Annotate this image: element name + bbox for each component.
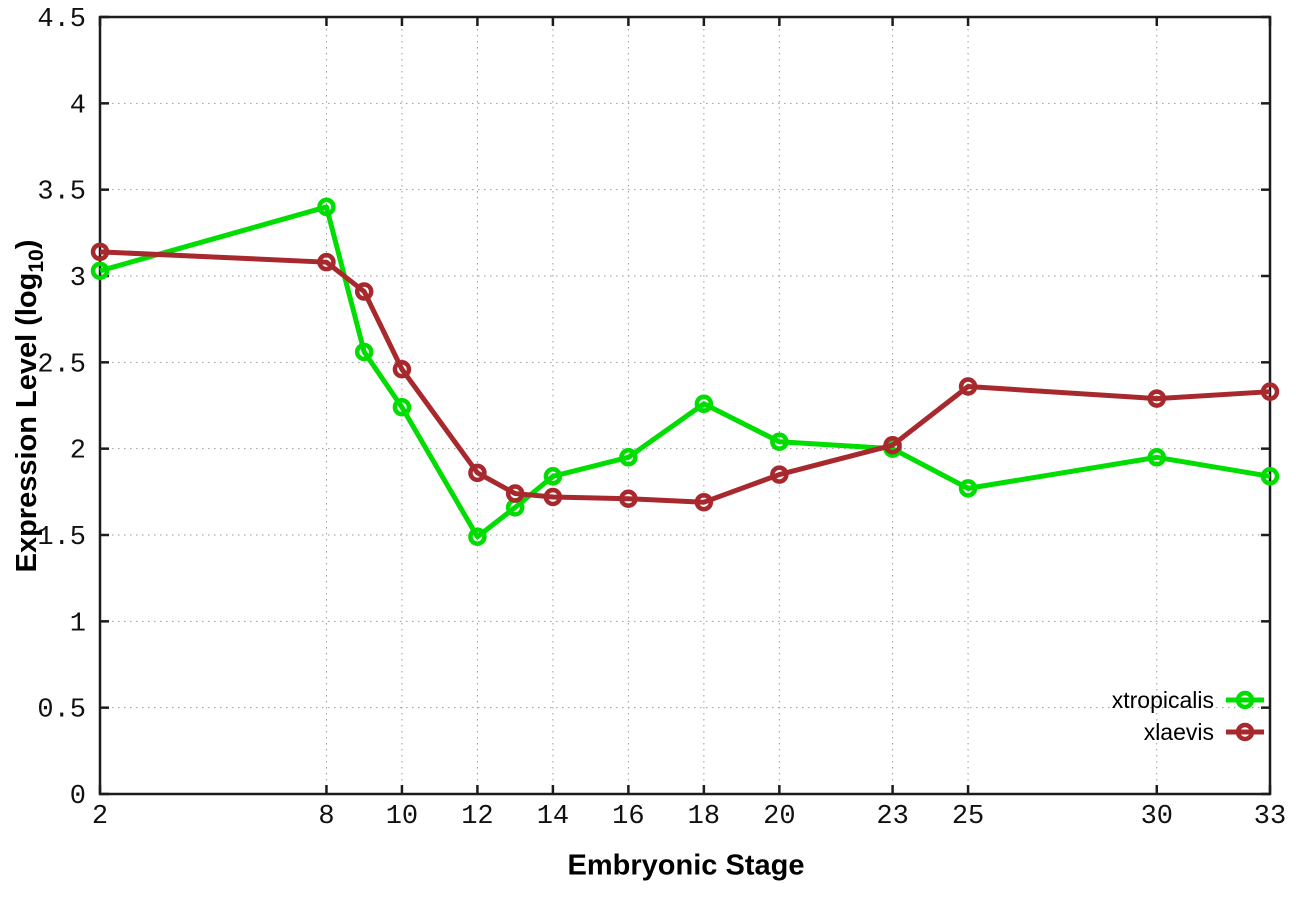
data-point-xlaevis — [958, 377, 978, 396]
legend-marker-xlaevis — [1226, 722, 1264, 742]
legend: xtropicalis xlaevis — [1112, 686, 1266, 746]
data-point-xtropicalis — [1260, 467, 1280, 486]
data-point-xlaevis — [694, 492, 714, 512]
data-point-xlaevis — [543, 487, 563, 507]
legend-label-xtropicalis: xtropicalis — [1111, 686, 1214, 713]
y-tick-label: 2.5 — [37, 350, 86, 380]
x-tick-label: 30 — [1141, 802, 1173, 832]
y-tick-label: 1.5 — [37, 523, 86, 553]
y-axis-title: Expression Level (log10) — [11, 240, 49, 573]
series-line-xtropicalis — [99, 204, 1271, 540]
data-point-xtropicalis — [392, 397, 412, 417]
data-point-xlaevis — [770, 465, 789, 484]
legend-label-xlaevis: xlaevis — [1143, 718, 1214, 745]
data-point-xlaevis — [468, 463, 487, 483]
data-point-xlaevis — [1147, 389, 1167, 408]
y-tick-label: 2 — [70, 437, 86, 467]
x-tick-label: 18 — [688, 802, 720, 832]
data-point-xtropicalis — [1147, 448, 1167, 467]
data-point-xtropicalis — [468, 527, 487, 546]
data-point-xtropicalis — [694, 394, 714, 414]
x-tick-label: 2 — [92, 802, 108, 832]
data-point-xlaevis — [354, 282, 374, 301]
data-point-xlaevis — [505, 484, 525, 503]
y-tick-label: 4.5 — [37, 5, 86, 35]
legend-row-xtropicalis: xtropicalis — [1112, 686, 1266, 714]
x-tick-label: 12 — [461, 802, 493, 832]
x-tick-label: 10 — [386, 802, 418, 832]
series-line-xlaevis — [99, 249, 1271, 505]
y-tick-label: 3.5 — [37, 178, 86, 208]
plot-border — [98, 15, 1272, 796]
x-tick-label: 23 — [876, 802, 908, 832]
data-point-xlaevis — [317, 252, 336, 272]
data-point-xlaevis — [883, 435, 902, 455]
data-point-xtropicalis — [543, 467, 563, 486]
x-tick-label: 25 — [952, 802, 984, 832]
data-point-xtropicalis — [317, 197, 336, 217]
data-point-xtropicalis — [354, 342, 374, 362]
y-tick-label: 0.5 — [37, 696, 86, 726]
x-tick-label: 33 — [1254, 802, 1286, 832]
data-point-xtropicalis — [90, 261, 110, 281]
data-point-xlaevis — [90, 242, 110, 262]
y-tick-label: 1 — [70, 609, 86, 639]
data-point-xlaevis — [619, 489, 638, 508]
data-point-xtropicalis — [619, 448, 638, 467]
x-tick-label: 14 — [537, 802, 569, 832]
y-axis-title-subscript: 10 — [24, 249, 48, 273]
data-point-xtropicalis — [958, 479, 978, 498]
legend-row-xlaevis: xlaevis — [1112, 718, 1266, 746]
y-tick-label: 0 — [70, 782, 86, 812]
x-tick-label: 20 — [763, 802, 795, 832]
y-axis-title-text: Expression Level (log — [11, 272, 44, 573]
y-axis-title-close: ) — [11, 239, 44, 250]
y-tick-label: 4 — [70, 91, 86, 121]
x-tick-label: 16 — [612, 802, 644, 832]
legend-marker-xtropicalis — [1226, 690, 1264, 710]
data-point-xlaevis — [392, 359, 412, 379]
y-tick-label: 3 — [70, 264, 86, 294]
x-tick-label: 8 — [318, 802, 334, 832]
x-axis-title: Embryonic Stage — [567, 849, 805, 882]
data-point-xtropicalis — [770, 432, 789, 452]
data-point-xlaevis — [1260, 382, 1280, 401]
